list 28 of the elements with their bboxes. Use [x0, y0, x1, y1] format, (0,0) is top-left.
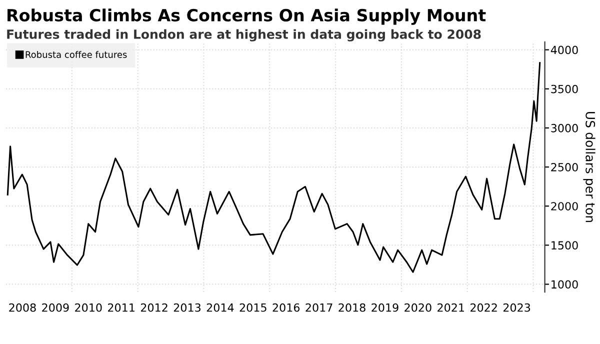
y-tick-label: 1000 — [552, 280, 578, 289]
y-tick-label: 2000 — [551, 202, 578, 210]
x-tick-label: 2017 — [306, 303, 332, 312]
chart-title: Robusta Climbs As Concerns On Asia Supply Mount — [8, 8, 486, 25]
x-tick-label: 2019 — [372, 303, 398, 312]
y-axis-title: US dollars per ton — [583, 112, 596, 222]
x-tick-label: 2016 — [272, 303, 300, 312]
y-tick-label: 2500 — [551, 162, 578, 172]
y-tick-label: 1500 — [552, 241, 578, 250]
x-tick-label: 2008 — [9, 303, 36, 312]
x-tick-label: 2010 — [75, 303, 102, 312]
x-tick-label: 2018 — [338, 303, 366, 312]
line-series — [6, 62, 541, 273]
x-tick-label: 2022 — [470, 303, 497, 312]
y-tick-label: 4000 — [550, 46, 578, 54]
x-tick-label: 2023 — [503, 303, 530, 312]
x-tick-label: 2011 — [108, 303, 134, 312]
x-tick-label: 2014 — [206, 303, 234, 312]
x-tick-label: 2020 — [404, 303, 432, 312]
y-tick-label: 3500 — [551, 84, 578, 94]
chart-subtitle: Futures traded in London are at highest in data going back to 2008 — [7, 29, 481, 42]
x-tick-label: 2012 — [140, 303, 168, 312]
x-tick-label: 2021 — [438, 303, 464, 312]
x-tick-label: 2013 — [174, 303, 200, 312]
y-tick-label: 3000 — [551, 124, 578, 132]
legend-label: Robusta coffee futures — [26, 50, 127, 58]
x-tick-label: 2015 — [240, 303, 266, 312]
x-tick-label: 2009 — [42, 303, 69, 312]
